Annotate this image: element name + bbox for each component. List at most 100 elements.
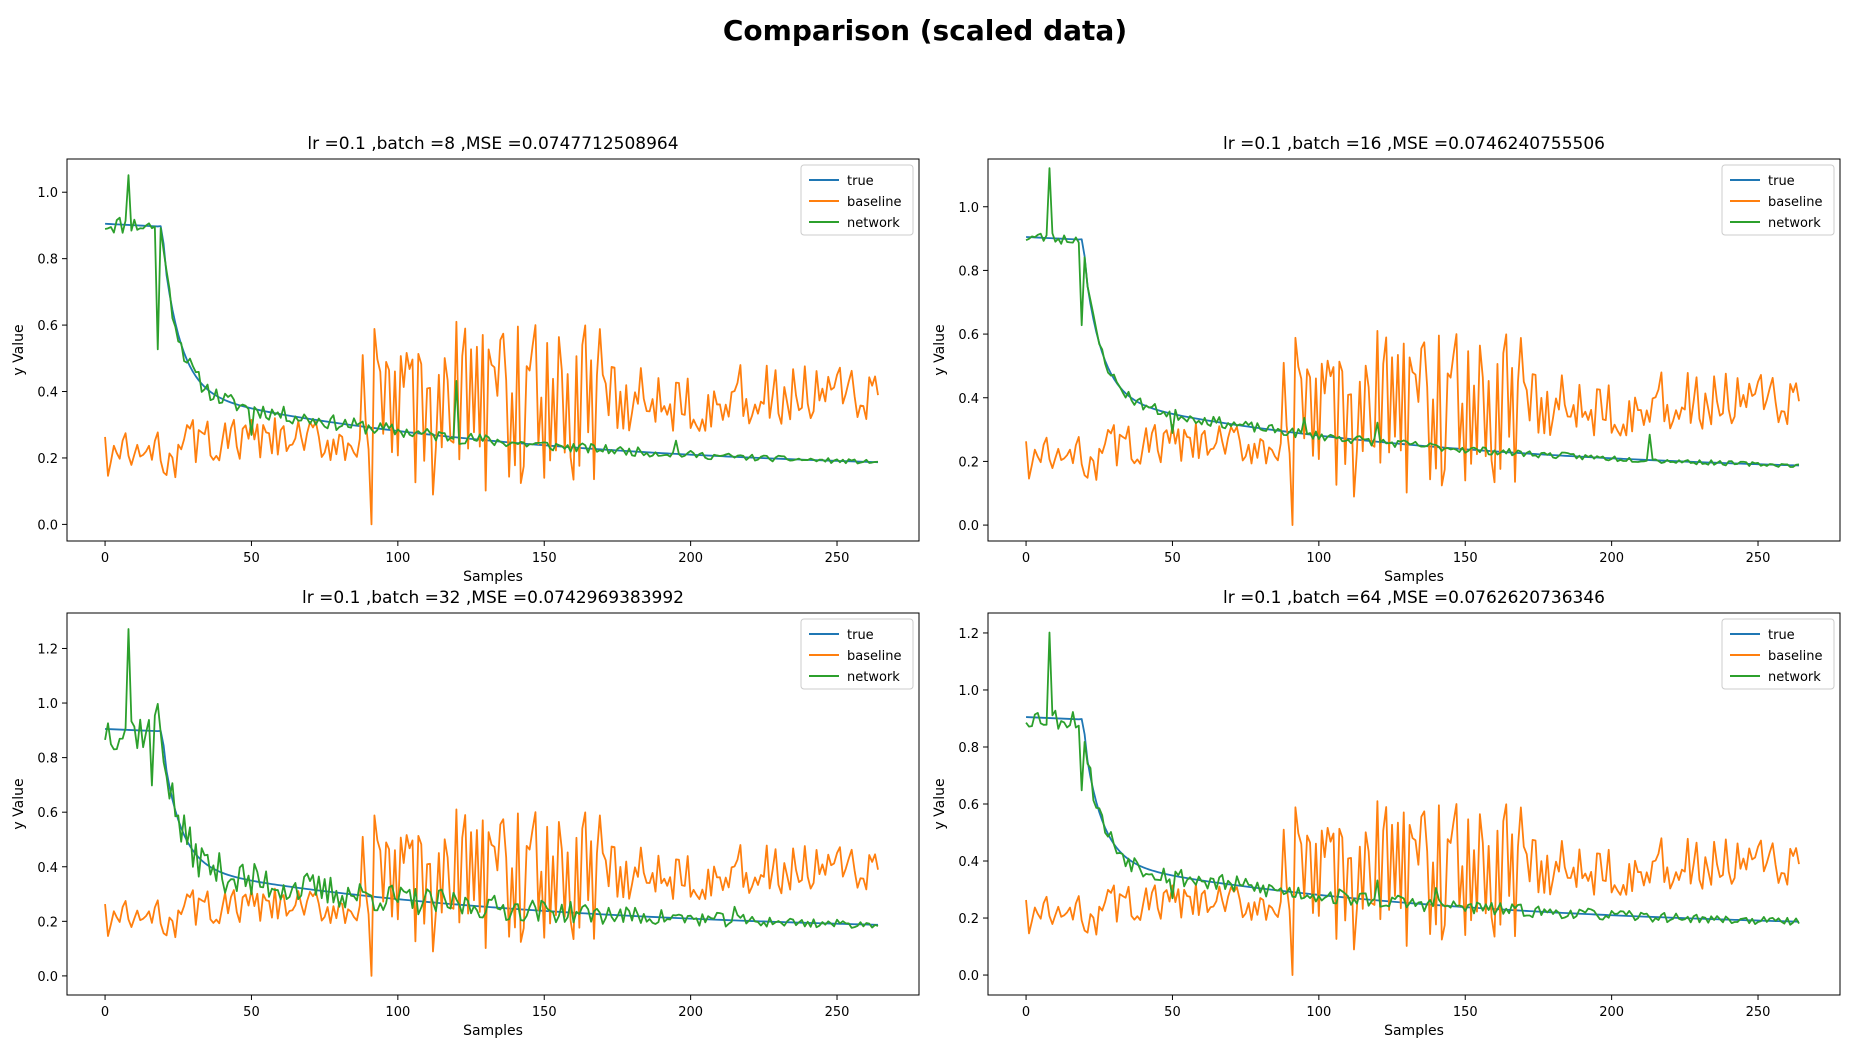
x-tick-label: 150 bbox=[1453, 1005, 1478, 1020]
legend-box bbox=[800, 618, 914, 690]
x-tick-label: 50 bbox=[1164, 551, 1181, 566]
x-tick-label: 200 bbox=[1599, 1005, 1624, 1020]
series-line-baseline bbox=[104, 808, 879, 977]
x-tick-label: 250 bbox=[825, 1005, 850, 1020]
legend-label-network: network bbox=[1768, 670, 1821, 685]
subplot-3: lr =0.1 ,batch =32 ,MSE =0.0742969383992… bbox=[11, 588, 920, 1039]
y-tick-label: 1.0 bbox=[958, 201, 979, 216]
y-tick-label: 0.4 bbox=[958, 855, 979, 870]
y-tick-label: 0.0 bbox=[958, 969, 979, 984]
x-tick-label: 200 bbox=[1599, 551, 1624, 566]
y-axis-label: y Value bbox=[11, 324, 27, 375]
y-tick-label: 0.2 bbox=[37, 915, 58, 930]
subplot-4: lr =0.1 ,batch =64 ,MSE =0.0762620736346… bbox=[932, 588, 1841, 1039]
x-tick-label: 250 bbox=[1746, 1005, 1771, 1020]
subplot-2: lr =0.1 ,batch =16 ,MSE =0.0746240755506… bbox=[932, 134, 1841, 585]
y-tick-label: 0.8 bbox=[37, 253, 58, 268]
legend-label-network: network bbox=[847, 670, 900, 685]
y-tick-label: 0.6 bbox=[37, 319, 58, 334]
y-tick-label: 0.4 bbox=[37, 861, 58, 876]
x-tick-label: 200 bbox=[678, 551, 703, 566]
legend-label-baseline: baseline bbox=[1768, 195, 1822, 210]
legend: true baseline network bbox=[800, 164, 914, 236]
x-tick-label: 200 bbox=[678, 1005, 703, 1020]
y-tick-label: 0.0 bbox=[37, 970, 58, 985]
legend-label-network: network bbox=[1768, 216, 1821, 231]
axes-frame bbox=[987, 158, 1841, 542]
x-tick-label: 150 bbox=[532, 1005, 557, 1020]
subplot-title: lr =0.1 ,batch =64 ,MSE =0.0762620736346 bbox=[1223, 588, 1605, 608]
y-tick-label: 0.8 bbox=[37, 752, 58, 767]
y-tick-label: 0.4 bbox=[37, 386, 58, 401]
x-tick-label: 100 bbox=[1306, 551, 1331, 566]
legend: true baseline network bbox=[800, 618, 914, 690]
x-tick-label: 100 bbox=[385, 551, 410, 566]
y-tick-label: 0.8 bbox=[958, 264, 979, 279]
subplot-1: lr =0.1 ,batch =8 ,MSE =0.0747712508964 0… bbox=[11, 134, 920, 585]
legend-box bbox=[1721, 618, 1835, 690]
y-tick-label: 1.2 bbox=[37, 642, 58, 657]
y-tick-label: 0.6 bbox=[958, 798, 979, 813]
y-tick-label: 0.0 bbox=[958, 519, 979, 534]
series-line-true bbox=[1026, 716, 1800, 923]
legend-label-true: true bbox=[1768, 628, 1795, 643]
y-tick-label: 1.0 bbox=[958, 684, 979, 699]
y-axis-label: y Value bbox=[932, 324, 948, 375]
y-tick-label: 0.0 bbox=[37, 518, 58, 533]
legend-label-true: true bbox=[1768, 174, 1795, 189]
x-tick-label: 50 bbox=[243, 551, 260, 566]
series-line-baseline bbox=[1025, 800, 1800, 976]
legend-box bbox=[1721, 164, 1835, 236]
subplot-title: lr =0.1 ,batch =32 ,MSE =0.0742969383992 bbox=[302, 588, 684, 608]
x-tick-label: 0 bbox=[101, 551, 109, 566]
y-axis-label: y Value bbox=[932, 778, 948, 829]
legend-label-baseline: baseline bbox=[847, 649, 901, 664]
x-tick-label: 250 bbox=[1746, 551, 1771, 566]
x-tick-label: 0 bbox=[101, 1005, 109, 1020]
legend-label-network: network bbox=[847, 216, 900, 231]
x-tick-label: 150 bbox=[1453, 551, 1478, 566]
y-tick-label: 1.2 bbox=[958, 627, 979, 642]
legend: true baseline network bbox=[1721, 618, 1835, 690]
series-line-network bbox=[1025, 631, 1800, 926]
x-tick-label: 150 bbox=[532, 551, 557, 566]
y-tick-label: 0.6 bbox=[958, 328, 979, 343]
series-line-baseline bbox=[104, 320, 879, 526]
legend-label-baseline: baseline bbox=[1768, 649, 1822, 664]
series-line-baseline bbox=[1025, 330, 1800, 526]
figure-title: Comparison (scaled data) bbox=[722, 14, 1128, 47]
legend-label-true: true bbox=[847, 628, 874, 643]
x-axis-label: Samples bbox=[1384, 1023, 1444, 1039]
axes-frame bbox=[66, 612, 920, 996]
legend: true baseline network bbox=[1721, 164, 1835, 236]
series-line-network bbox=[1025, 167, 1800, 468]
legend-label-true: true bbox=[847, 174, 874, 189]
y-axis-label: y Value bbox=[11, 778, 27, 829]
subplot-title: lr =0.1 ,batch =16 ,MSE =0.0746240755506 bbox=[1223, 134, 1605, 154]
y-tick-label: 0.2 bbox=[958, 912, 979, 927]
y-tick-label: 1.0 bbox=[37, 697, 58, 712]
y-tick-label: 0.2 bbox=[37, 452, 58, 467]
x-tick-label: 0 bbox=[1022, 551, 1030, 566]
y-tick-label: 0.2 bbox=[958, 455, 979, 470]
x-axis-label: Samples bbox=[463, 569, 523, 585]
axes-frame bbox=[987, 612, 1841, 996]
series-line-network bbox=[104, 174, 879, 465]
x-axis-label: Samples bbox=[1384, 569, 1444, 585]
axes-frame bbox=[66, 158, 920, 542]
x-tick-label: 100 bbox=[1306, 1005, 1331, 1020]
y-tick-label: 0.4 bbox=[958, 392, 979, 407]
legend-label-baseline: baseline bbox=[847, 195, 901, 210]
x-tick-label: 50 bbox=[243, 1005, 260, 1020]
y-tick-label: 1.0 bbox=[37, 186, 58, 201]
y-tick-label: 0.8 bbox=[958, 741, 979, 756]
x-tick-label: 50 bbox=[1164, 1005, 1181, 1020]
x-tick-label: 0 bbox=[1022, 1005, 1030, 1020]
x-axis-label: Samples bbox=[463, 1023, 523, 1039]
x-tick-label: 100 bbox=[385, 1005, 410, 1020]
subplot-title: lr =0.1 ,batch =8 ,MSE =0.0747712508964 bbox=[307, 134, 678, 154]
x-tick-label: 250 bbox=[825, 551, 850, 566]
series-line-network bbox=[104, 628, 879, 929]
y-tick-label: 0.6 bbox=[37, 806, 58, 821]
